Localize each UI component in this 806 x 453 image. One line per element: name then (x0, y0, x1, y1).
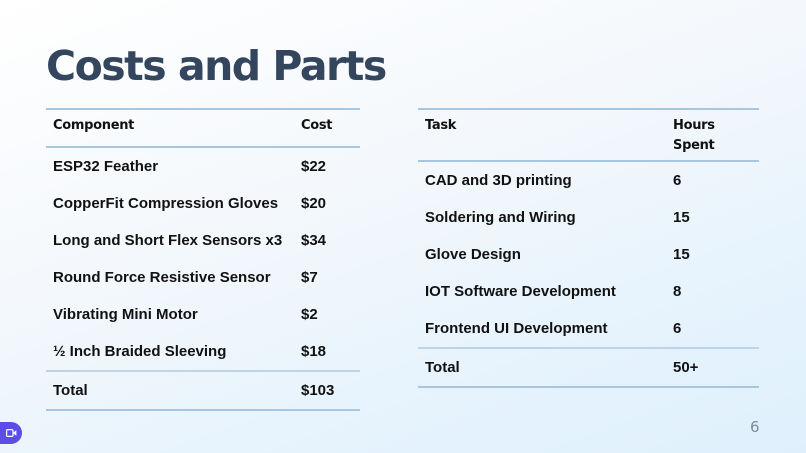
table-row: Long and Short Flex Sensors x3 $34 (46, 222, 360, 259)
cost-cell: $2 (301, 306, 318, 323)
column-header-cost: Cost (294, 108, 360, 148)
total-hours: 50+ (666, 347, 759, 388)
column-header-component: Component (46, 108, 294, 148)
page-number: 6 (750, 418, 760, 436)
cost-cell: $34 (301, 232, 327, 249)
task-cell: Frontend UI Development (425, 320, 608, 337)
table-row: Frontend UI Development 6 (418, 310, 759, 348)
cost-cell: $20 (301, 195, 327, 212)
table-header-row: Task Hours Spent (418, 108, 759, 162)
total-label: Total (418, 347, 666, 388)
table-header-row: Component Cost (46, 108, 360, 148)
slide-title: Costs and Parts (46, 42, 387, 90)
cost-cell: $7 (301, 269, 318, 286)
cost-cell: $22 (301, 158, 327, 175)
component-cell: Round Force Resistive Sensor (53, 269, 271, 286)
task-cell: Soldering and Wiring (425, 209, 576, 226)
table-row: Soldering and Wiring 15 (418, 199, 759, 236)
component-cell: CopperFit Compression Gloves (53, 195, 279, 212)
table-row: ½ Inch Braided Sleeving $18 (46, 333, 360, 371)
component-cell: Long and Short Flex Sensors x3 (53, 232, 283, 249)
total-label: Total (46, 370, 294, 411)
task-cell: CAD and 3D printing (425, 172, 572, 189)
hours-table: Task Hours Spent CAD and 3D printing 6 S… (418, 108, 759, 388)
task-cell: Glove Design (425, 246, 521, 263)
hours-cell: 8 (673, 283, 682, 300)
component-cell: Vibrating Mini Motor (53, 306, 198, 323)
total-cost: $103 (294, 370, 360, 411)
total-row: Total 50+ (418, 347, 759, 388)
column-header-hours-spent: Hours Spent (666, 108, 759, 162)
column-header-task: Task (418, 108, 666, 162)
task-cell: IOT Software Development (425, 283, 616, 300)
total-row: Total $103 (46, 370, 360, 411)
table-row: IOT Software Development 8 (418, 273, 759, 310)
table-row: CAD and 3D printing 6 (418, 161, 759, 199)
table-row: Round Force Resistive Sensor $7 (46, 259, 360, 296)
table-row: Glove Design 15 (418, 236, 759, 273)
video-camera-icon (5, 424, 17, 442)
cost-cell: $18 (301, 343, 327, 360)
cost-table: Component Cost ESP32 Feather $22 CopperF… (46, 108, 360, 411)
component-cell: ESP32 Feather (53, 158, 159, 175)
table-row: Vibrating Mini Motor $2 (46, 296, 360, 333)
video-record-button[interactable] (0, 422, 22, 444)
component-cell: ½ Inch Braided Sleeving (53, 343, 227, 360)
hours-cell: 15 (673, 209, 690, 226)
table-row: ESP32 Feather $22 (46, 147, 360, 185)
hours-cell: 15 (673, 246, 690, 263)
table-row: CopperFit Compression Gloves $20 (46, 185, 360, 222)
hours-cell: 6 (673, 320, 682, 337)
hours-cell: 6 (673, 172, 682, 189)
